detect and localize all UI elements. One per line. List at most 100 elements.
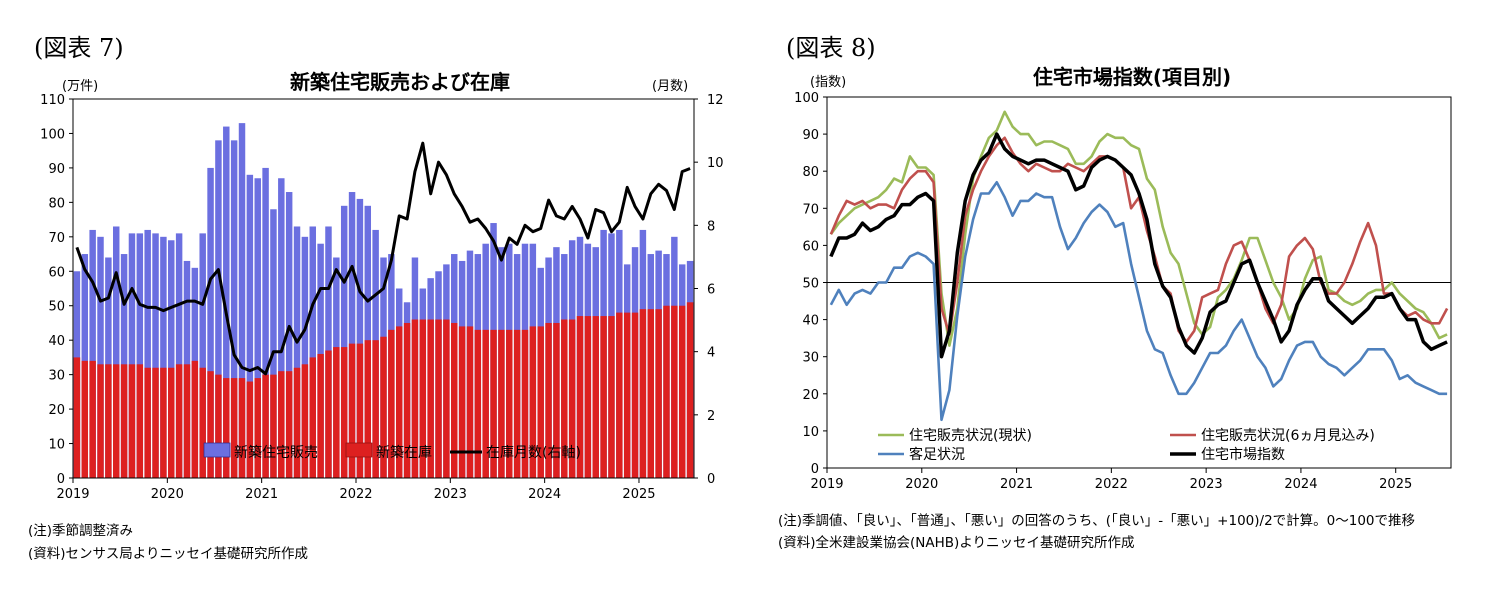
inventory-bar [443, 320, 449, 478]
inventory-bar [199, 368, 205, 478]
inventory-bar [679, 306, 685, 478]
inventory-bar [121, 364, 127, 478]
inventory-bar [223, 378, 229, 478]
chart2-y-tick-label: 10 [802, 425, 819, 440]
chart2-y-tick-label: 60 [802, 239, 819, 254]
inventory-bar [247, 382, 253, 478]
inventory-bar [113, 364, 119, 478]
chart2-x-tick-label: 2019 [810, 477, 843, 492]
inventory-bar [184, 364, 190, 478]
chart1-left-tick-label: 20 [48, 403, 65, 418]
chart2-note: (注)季調値、「良い」、「普通」、「悪い」の回答のうち、(「良い」-「悪い」+1… [778, 509, 1415, 529]
inventory-bar [286, 371, 292, 478]
inventory-bar [648, 309, 654, 478]
chart2-x-tick-label: 2020 [905, 477, 938, 492]
inventory-bar [129, 364, 135, 478]
chart2-y-tick-label: 40 [802, 314, 819, 329]
inventory-bar [357, 344, 363, 478]
inventory-bar [600, 316, 606, 478]
inventory-bar [176, 364, 182, 478]
inventory-bar [89, 361, 95, 478]
legend-label-3: 住宅市場指数 [1201, 446, 1285, 463]
chart1-source: (資料)センサス局よりニッセイ基礎研究所作成 [28, 542, 308, 562]
inventory-bar [144, 368, 150, 478]
legend-sales-swatch [204, 443, 230, 457]
chart1-x-tick-label: 2023 [434, 487, 467, 502]
inventory-bar [215, 375, 221, 478]
inventory-bar [467, 326, 473, 478]
chart1-right-tick-label: 6 [707, 283, 715, 298]
chart1-left-tick-label: 110 [40, 93, 65, 108]
inventory-bar [270, 375, 276, 478]
chart2-y-tick-label: 50 [802, 277, 819, 292]
chart1-left-tick-label: 10 [48, 438, 65, 453]
inventory-bar [192, 361, 198, 478]
chart2-x-tick-label: 2025 [1379, 477, 1412, 492]
legend-inventory-label: 新築在庫 [376, 444, 432, 461]
inventory-bar [168, 368, 174, 478]
inventory-bar [152, 368, 158, 478]
inventory-bar [82, 361, 88, 478]
series-line-2 [831, 182, 1447, 419]
chart2-source: (資料)全米建設業協会(NAHB)よりニッセイ基礎研究所作成 [778, 531, 1135, 551]
chart2-left-unit: (指数) [810, 75, 846, 90]
inventory-bar [687, 302, 693, 478]
inventory-bar [640, 309, 646, 478]
inventory-bar [160, 368, 166, 478]
chart2-y-tick-label: 100 [794, 91, 819, 106]
chart2-y-tick-label: 70 [802, 202, 819, 217]
inventory-bar [451, 323, 457, 478]
inventory-bar [663, 306, 669, 478]
chart1-left-tick-label: 60 [48, 265, 65, 280]
chart1-left-tick-label: 70 [48, 231, 65, 246]
inventory-bar [608, 316, 614, 478]
inventory-bar [475, 330, 481, 478]
inventory-bar [74, 357, 80, 478]
inventory-bar [349, 344, 355, 478]
inventory-bar [207, 371, 213, 478]
inventory-bar [278, 371, 284, 478]
chart1-left-tick-label: 0 [57, 472, 65, 487]
inventory-bar [137, 364, 143, 478]
chart1-title: 新築住宅販売および在庫 [290, 70, 510, 94]
chart1-x-tick-label: 2022 [339, 487, 372, 502]
inventory-bar [459, 326, 465, 478]
inventory-bar [262, 375, 268, 478]
legend-inventory-swatch [346, 443, 372, 457]
inventory-bar [616, 313, 622, 478]
chart2-y-tick-label: 80 [802, 165, 819, 180]
chart2-y-tick-label: 90 [802, 128, 819, 143]
chart2-y-tick-label: 20 [802, 388, 819, 403]
chart1-right-tick-label: 0 [707, 472, 715, 487]
inventory-bar [239, 378, 245, 478]
chart1-right-tick-label: 10 [707, 156, 724, 171]
chart1-left-tick-label: 90 [48, 162, 65, 177]
chart2-x-tick-label: 2021 [1000, 477, 1033, 492]
inventory-bar [341, 347, 347, 478]
inventory-bar [585, 316, 591, 478]
legend-sales-label: 新築住宅販売 [234, 445, 318, 461]
inventory-bar [325, 351, 331, 478]
inventory-bar [231, 378, 237, 478]
chart1-x-tick-label: 2021 [245, 487, 278, 502]
inventory-bar [624, 313, 630, 478]
chart1-left-tick-label: 80 [48, 196, 65, 211]
chart1-right-tick-label: 2 [707, 409, 715, 424]
chart1-note: (注)季節調整済み [28, 519, 133, 539]
inventory-bar [655, 309, 661, 478]
legend-label-0: 住宅販売状況(現状) [909, 428, 1032, 444]
chart2-y-tick-label: 0 [811, 462, 819, 477]
chart2-x-tick-label: 2022 [1095, 477, 1128, 492]
chart1-x-tick-label: 2019 [56, 487, 89, 502]
legend-label-2: 客足状況 [909, 446, 965, 463]
chart1-x-tick-label: 2024 [528, 487, 561, 502]
chart2-title: 住宅市場指数(項目別) [1033, 65, 1231, 89]
chart1-left-tick-label: 30 [48, 369, 65, 384]
inventory-bar [254, 378, 260, 478]
chart1-left-tick-label: 50 [48, 300, 65, 315]
chart1-x-tick-label: 2020 [151, 487, 184, 502]
chart1-right-tick-label: 12 [707, 93, 724, 108]
inventory-bar [671, 306, 677, 478]
inventory-bar [435, 320, 441, 478]
